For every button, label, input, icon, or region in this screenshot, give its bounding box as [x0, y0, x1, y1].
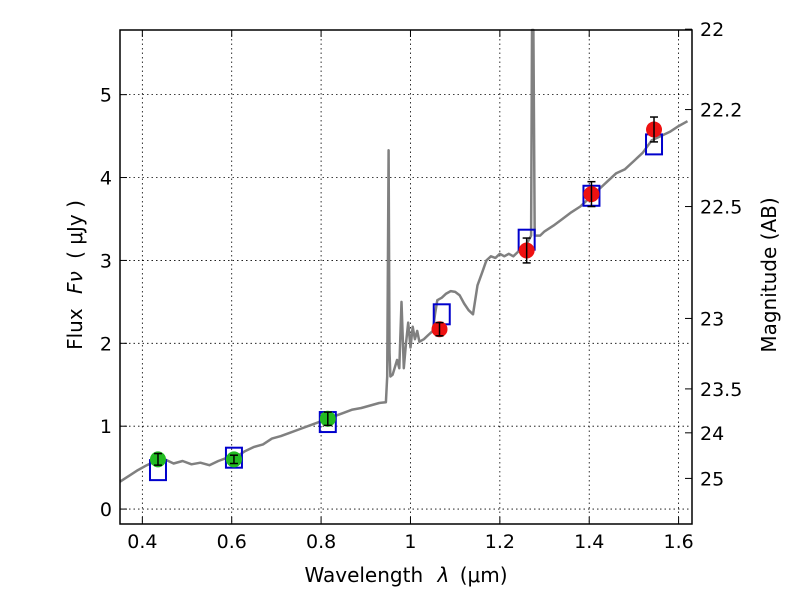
y2-tick-label: 22	[700, 19, 724, 41]
model-photometry-marker	[224, 446, 243, 469]
y2-tick-label: 23	[700, 308, 724, 330]
x-axis-label: Wavelength λ (μm)	[304, 563, 507, 587]
y2-tick-label: 22.5	[700, 197, 742, 219]
x-tick-label: 1.2	[485, 531, 515, 553]
axis-ticks: 0.4 0.6 0.8 1 1.2 1.4 1.60123452222.222.52323.…	[100, 19, 742, 553]
y-axis-label: Flux Fν ( μJy )	[63, 200, 87, 350]
x-tick-label: 0.4	[127, 531, 157, 553]
model-spectrum-line	[119, 28, 689, 483]
x-axis-label-prefix: Wavelength	[304, 563, 423, 587]
y-axis-label-symbol: Fν	[63, 271, 87, 294]
model-spectrum-layer	[119, 28, 689, 483]
x-axis-label-unit: (μm)	[460, 563, 508, 587]
y2-tick-label: 25	[700, 468, 724, 490]
y2-tick-label: 22.2	[700, 100, 742, 122]
model-photometry-layer	[148, 133, 664, 482]
x-tick-label: 1.4	[574, 531, 604, 553]
y-axis-label-unit: ( μJy )	[63, 200, 87, 259]
grid	[120, 30, 692, 524]
x-axis-label-symbol: λ	[437, 563, 450, 587]
x-tick-label: 1	[404, 531, 416, 553]
plot-frame	[119, 29, 693, 525]
y-tick-label: 5	[100, 85, 112, 107]
x-tick-label: 0.8	[306, 531, 336, 553]
y-tick-label: 0	[100, 499, 112, 521]
y2-tick-label: 24	[700, 423, 724, 445]
y-tick-label: 4	[100, 168, 112, 190]
y-axis-label-prefix: Flux	[63, 308, 87, 350]
y-tick-label: 2	[100, 333, 112, 355]
x-tick-label: 1.6	[663, 531, 693, 553]
observed-points-layer	[149, 116, 663, 468]
y-tick-label: 1	[100, 416, 112, 438]
y-tick-label: 3	[100, 250, 112, 272]
x-tick-label: 0.6	[217, 531, 247, 553]
y2-tick-label: 23.5	[700, 379, 742, 401]
y2-axis-label: Magnitude (AB)	[757, 197, 781, 352]
